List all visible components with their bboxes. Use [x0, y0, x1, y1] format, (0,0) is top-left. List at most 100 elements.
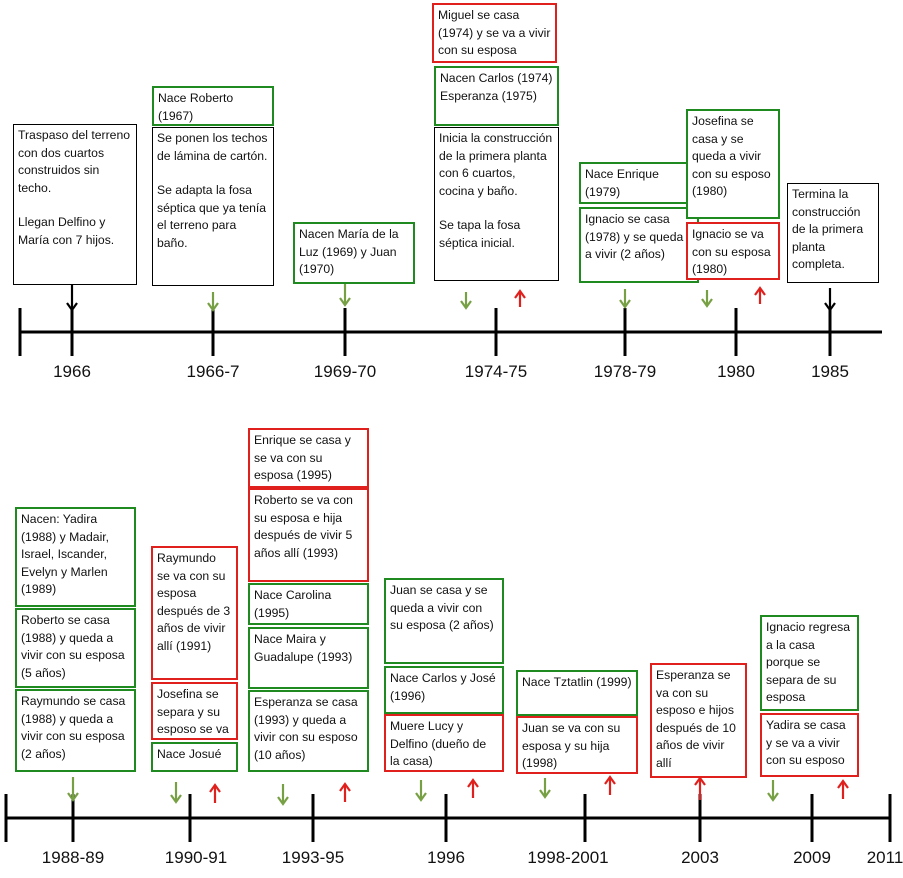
box-ignacio-casa-1978: Ignacio se casa (1978) y se queda a vivi…: [579, 207, 699, 283]
box-text: Roberto se casa (1988) y queda a vivir c…: [21, 613, 125, 680]
box-text: Inicia la construcción de la primera pla…: [439, 131, 553, 198]
arrow-head-down-icon: [767, 792, 779, 802]
arrow-head-down-icon: [619, 299, 631, 309]
arrow-head-down-icon: [67, 792, 79, 802]
box-text: Nace Tztatlin (1999): [522, 675, 632, 689]
arrow-head-down-icon: [277, 796, 289, 806]
arrow-head-up-icon: [467, 778, 479, 788]
box-roberto-se-va: Roberto se va con su esposa e hija despu…: [248, 488, 369, 582]
box-text: Josefina se casa y se queda a vivir con …: [692, 114, 771, 199]
box-traspaso: Traspaso del terreno con dos cuartos con…: [13, 124, 137, 285]
box-text: Roberto se va con su esposa e hija despu…: [254, 493, 353, 560]
box-yadira-casa: Yadira se casa y se va a vivir con su es…: [760, 713, 859, 777]
box-text: Enrique se casa y se va con su esposa (1…: [254, 433, 351, 483]
box-text: Llegan Delfino y María con 7 hijos.: [18, 215, 115, 247]
box-text: Josefina se separa y su esposo se va: [157, 687, 229, 737]
box-nace-enrique: Nace Enrique (1979): [579, 162, 699, 204]
box-text: Nace Josué: [157, 747, 222, 761]
box-text: Ignacio regresa a la casa porque se sepa…: [766, 620, 851, 705]
box-text: Muere Lucy y Delfino (dueño de la casa): [390, 719, 487, 769]
box-esperanza-se-va: Esperanza se va con su esposo e hijos de…: [650, 663, 747, 778]
arrow-head-up-icon: [514, 289, 526, 299]
box-text: Raymundo se casa (1988) y queda a vivir …: [21, 694, 126, 761]
box-josefina-separa: Josefina se separa y su esposo se va: [151, 682, 238, 740]
year-label: 1980: [717, 362, 755, 381]
box-termina-construccion: Termina la construcción de la primera pl…: [787, 183, 879, 283]
box-nace-tztatlin: Nace Tztatlin (1999): [516, 670, 638, 716]
year-label: 2009: [793, 848, 831, 867]
year-label: 1978-79: [593, 362, 657, 381]
arrow-head-down-icon: [539, 789, 551, 799]
box-josefina-casa: Josefina se casa y se queda a vivir con …: [686, 109, 780, 219]
box-miguel-casa: Miguel se casa (1974) y se va a vivir co…: [432, 3, 557, 63]
arrow-head-down-icon: [66, 302, 78, 312]
box-text: Miguel se casa (1974) y se va a vivir co…: [438, 8, 551, 58]
year-label: 1988-89: [41, 848, 105, 867]
box-text: Juan se casa y se queda a vivir con su e…: [390, 583, 494, 633]
year-label: 1974-75: [464, 362, 528, 381]
box-text: Raymundo se va con su esposa después de …: [157, 551, 231, 653]
box-nacen-carlos-esperanza: Nacen Carlos (1974) Esperanza (1975): [434, 66, 559, 126]
arrow-head-down-icon: [415, 792, 427, 802]
box-text: Nace Roberto (1967): [158, 91, 234, 123]
box-nacen-yadira: Nacen: Yadira (1988) y Madair, Israel, I…: [15, 507, 136, 607]
box-text: Juan se va con su esposa y su hija (1998…: [522, 721, 621, 771]
box-nacen-maria-juan: Nacen María de la Luz (1969) y Juan (197…: [293, 222, 415, 284]
arrow-head-down-icon: [170, 794, 182, 804]
year-label: 1998-2001: [527, 848, 609, 867]
box-raymundo-casa-1988: Raymundo se casa (1988) y queda a vivir …: [15, 689, 136, 772]
box-text: Se ponen los techos de lámina de cartón.: [157, 131, 268, 163]
box-text: Nacen: Yadira (1988) y Madair, Israel, I…: [21, 512, 110, 597]
box-nace-maira: Nace Maira y Guadalupe (1993): [248, 627, 369, 689]
year-label: 1985: [811, 362, 849, 381]
box-nace-carlos-jose: Nace Carlos y José (1996): [384, 666, 504, 714]
box-text: Nacen María de la Luz (1969) y Juan (197…: [299, 227, 399, 277]
arrow-head-down-icon: [824, 302, 836, 312]
arrow-head-down-icon: [339, 297, 351, 307]
box-ignacio-se-va: Ignacio se va con su esposa (1980): [686, 222, 780, 280]
box-nace-carolina: Nace Carolina (1995): [248, 583, 369, 625]
box-text: Nace Carlos y José (1996): [390, 671, 496, 703]
year-label: 1993-95: [281, 848, 345, 867]
box-juan-casa: Juan se casa y se queda a vivir con su e…: [384, 578, 504, 664]
box-text: Nacen Carlos (1974) Esperanza (1975): [440, 71, 553, 103]
box-techos: Se ponen los techos de lámina de cartón.…: [152, 127, 274, 286]
box-text: Esperanza se va con su esposo e hijos de…: [656, 668, 736, 770]
year-label: 1996: [427, 848, 465, 867]
year-label: 2003: [681, 848, 719, 867]
arrow-head-down-icon: [207, 302, 219, 312]
box-text: Nace Enrique (1979): [585, 167, 659, 199]
box-juan-se-va: Juan se va con su esposa y su hija (1998…: [516, 716, 638, 774]
box-inicia-construccion: Inicia la construcción de la primera pla…: [434, 127, 559, 281]
box-ignacio-regresa: Ignacio regresa a la casa porque se sepa…: [760, 615, 859, 711]
box-roberto-casa-1988: Roberto se casa (1988) y queda a vivir c…: [15, 608, 136, 688]
box-text: Termina la construcción de la primera pl…: [792, 187, 864, 272]
arrow-head-up-icon: [339, 782, 351, 792]
box-text: Se adapta la fosa séptica que ya tenía e…: [157, 183, 267, 250]
year-label: 1969-70: [313, 362, 377, 381]
arrow-head-up-icon: [209, 783, 221, 793]
box-text: Esperanza se casa (1993) y queda a vivir…: [254, 695, 358, 762]
arrow-head-up-icon: [694, 776, 706, 786]
year-label: 1966: [53, 362, 91, 381]
box-text: Traspaso del terreno con dos cuartos con…: [18, 128, 131, 195]
box-text: Ignacio se casa (1978) y se queda a vivi…: [585, 212, 684, 262]
box-esperanza-casa: Esperanza se casa (1993) y queda a vivir…: [248, 690, 369, 772]
arrow-head-down-icon: [701, 298, 713, 308]
box-text: Nace Carolina (1995): [254, 588, 332, 620]
box-raymundo-se-va: Raymundo se va con su esposa después de …: [151, 546, 238, 680]
box-text: Yadira se casa y se va a vivir con su es…: [766, 718, 846, 768]
box-enrique-casa: Enrique se casa y se va con su esposa (1…: [248, 428, 369, 488]
box-text: Nace Maira y Guadalupe (1993): [254, 632, 353, 664]
year-label: 2011: [866, 848, 903, 867]
box-nace-roberto: Nace Roberto (1967): [152, 86, 274, 126]
box-text: Ignacio se va con su esposa (1980): [692, 227, 771, 277]
box-nace-josue: Nace Josué: [151, 742, 238, 772]
box-muere-lucy: Muere Lucy y Delfino (dueño de la casa): [384, 714, 504, 772]
box-text: Se tapa la fosa séptica inicial.: [439, 218, 521, 250]
arrow-head-down-icon: [460, 300, 472, 310]
year-label: 1990-91: [164, 848, 228, 867]
arrow-head-up-icon: [754, 286, 766, 296]
